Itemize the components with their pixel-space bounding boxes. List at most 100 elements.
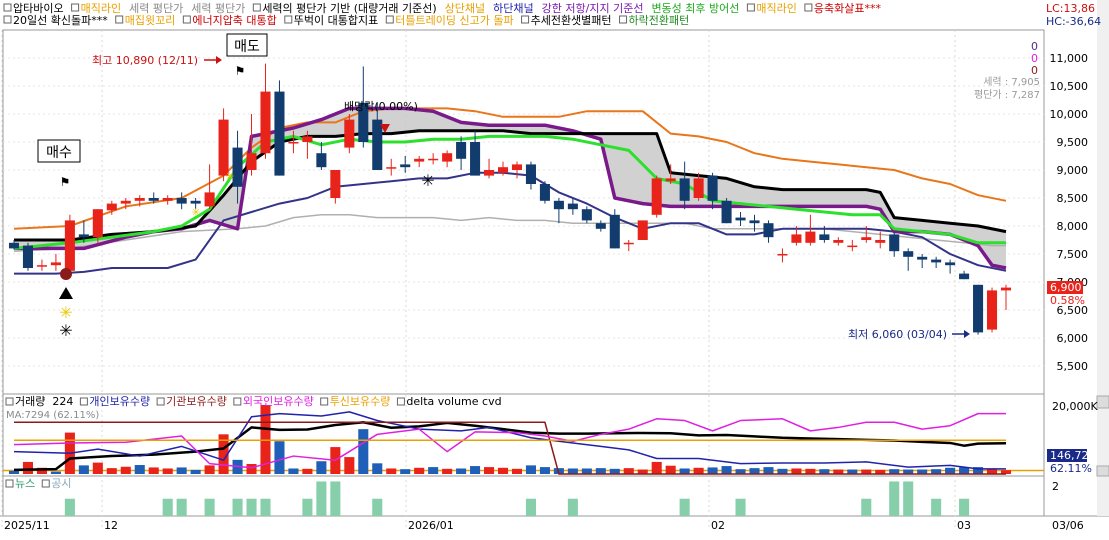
volume-bar <box>1000 470 1012 474</box>
legend-label: 매직라인 <box>756 2 796 15</box>
candle <box>819 226 830 243</box>
volume-legend-item[interactable]: delta volume cvd <box>396 395 502 408</box>
volume-bar <box>246 463 257 474</box>
volume-bar <box>134 465 145 474</box>
candle <box>50 254 61 271</box>
volume-legend[interactable]: 거래량 224 개인보유수량 기관보유수량 외국인보유수량 투신보유수량 delta vol… <box>5 395 502 408</box>
volume-legend-item[interactable]: 기관보유수량 <box>156 395 227 408</box>
candle <box>162 195 173 205</box>
volume-bar <box>847 469 858 474</box>
volume-bar <box>791 468 802 474</box>
volume-bar <box>735 469 746 474</box>
legend-item[interactable]: 강한 저항/지지 기준선 <box>542 2 644 15</box>
volume-bar <box>539 467 550 474</box>
volume-legend-item[interactable]: 거래량 <box>5 395 45 408</box>
legend-label: 공시 <box>51 477 71 490</box>
volume-bar <box>120 466 131 474</box>
volume-bar <box>679 468 690 474</box>
volume-bar <box>511 468 523 474</box>
legend-item[interactable]: 추세전환샛별패턴 <box>521 14 612 27</box>
volume-bar <box>8 470 20 474</box>
volume-bar <box>470 466 481 474</box>
volume-bar <box>428 467 439 474</box>
volume-bar <box>218 434 229 474</box>
legend-item[interactable]: 하단채널 <box>493 1 533 15</box>
legend-item[interactable]: 하락전환패턴 <box>619 13 690 27</box>
legend-checkbox-icon <box>182 15 191 24</box>
news-bar <box>330 481 341 516</box>
legend-item[interactable]: 매직라인 <box>71 2 121 15</box>
candle <box>232 130 243 204</box>
volume-bar <box>973 467 984 474</box>
legend-label: 기관보유수량 <box>166 395 227 408</box>
legend-item[interactable]: 세력의 평단가 기반 (대량거래 기준선) <box>252 2 437 15</box>
legend-item[interactable]: 20일선 확신돌파*** <box>3 13 108 27</box>
volume-bar <box>302 468 313 474</box>
candle <box>218 108 229 182</box>
legend-item[interactable]: 매직라인 <box>746 2 797 15</box>
high-label: 최고 10,890 (12/11) <box>92 54 198 67</box>
volume-bar <box>707 467 718 474</box>
scrollbar-track[interactable] <box>1097 0 1109 516</box>
candle <box>931 256 942 268</box>
zero-tick-3: 0 <box>1031 64 1038 77</box>
legend-checkbox-icon <box>41 479 50 488</box>
candle <box>539 181 550 204</box>
candle <box>567 198 578 215</box>
x-tick-label: 12 <box>104 519 118 532</box>
legend-checkbox-icon <box>5 479 14 488</box>
news-legend-item[interactable]: 뉴스 <box>5 477 35 490</box>
volume-bar <box>344 457 355 474</box>
legend-label: 에너지압축 대통합 <box>192 14 276 27</box>
lc-hc-readout: LC:13,86 HC:-36,64 <box>1046 2 1101 28</box>
legend-item[interactable]: 세력 평단가 <box>129 2 183 15</box>
legend-item[interactable]: 압타바이오 <box>3 2 64 15</box>
black-star-icon-2: ✳ <box>421 171 434 190</box>
news-legend-item[interactable]: 공시 <box>41 477 72 490</box>
legend-item[interactable]: 뚜벅이 대통합지표 <box>284 14 378 27</box>
news-bar <box>372 498 383 516</box>
volume-legend-item[interactable]: 개인보유수량 <box>79 395 150 408</box>
volume-ma-label: MA:7294 (62.11%) <box>6 410 99 421</box>
news-legend[interactable]: 뉴스 공시 <box>5 477 72 490</box>
volume-legend-item[interactable]: 외국인보유수량 <box>233 395 314 408</box>
volume-bar <box>204 465 215 474</box>
candle <box>763 220 774 243</box>
legend-label: 터틀트레이딩 신고가 돌파 <box>395 14 513 27</box>
volume-bar <box>190 469 201 474</box>
candle <box>945 259 956 274</box>
buy-signal-icons: ✳ ✳ ✳ ✳ ✳ <box>59 170 435 340</box>
scrollbar-up-button[interactable] <box>1096 395 1109 409</box>
legend-item[interactable]: 매집윗꼬리 <box>115 14 176 27</box>
candle <box>679 161 690 210</box>
volume-tag-value: 146,729 <box>1050 449 1096 462</box>
news-bar <box>861 498 872 516</box>
legend-label: 20일선 확신돌파*** <box>13 13 108 27</box>
volume-legend-item[interactable]: 투신보유수량 <box>320 395 391 408</box>
candle <box>749 214 760 232</box>
indicator-legend[interactable]: 압타바이오 매직라인 세력 평단가 세력 평단가 세력의 평단가 기반 (대량거래 기준… <box>3 1 882 27</box>
volume-legend-item[interactable]: 224 <box>52 395 73 408</box>
legend-item[interactable]: 에너지압축 대통합 <box>182 14 277 27</box>
legend-checkbox-icon <box>3 15 12 24</box>
svg-text:매도: 매도 <box>234 39 260 55</box>
legend-item[interactable]: 터틀트레이딩 신고가 돌파 <box>385 14 514 27</box>
legend-checkbox-icon <box>804 3 813 12</box>
candle <box>260 63 271 159</box>
news-bar <box>246 498 257 516</box>
candle <box>344 114 355 154</box>
legend-item[interactable]: 응축화살표*** <box>804 2 882 15</box>
scrollbar-down-button[interactable] <box>1096 465 1109 477</box>
legend-label: 하단채널 <box>493 1 533 15</box>
force-info: 세력 : 7,905 평단가 : 7,287 0 0 0 <box>974 40 1040 101</box>
candle <box>609 209 620 249</box>
volume-bar <box>316 461 327 474</box>
candle <box>595 220 606 232</box>
volume-bar <box>22 461 34 474</box>
news-bar <box>567 498 578 516</box>
legend-checkbox-icon <box>156 397 165 406</box>
legend-item[interactable]: 변동성 최후 방어선 <box>651 2 739 15</box>
legend-item[interactable]: 세력 평단가 <box>191 2 245 15</box>
legend-item[interactable]: 상단채널 <box>445 2 485 15</box>
candle <box>64 214 75 277</box>
